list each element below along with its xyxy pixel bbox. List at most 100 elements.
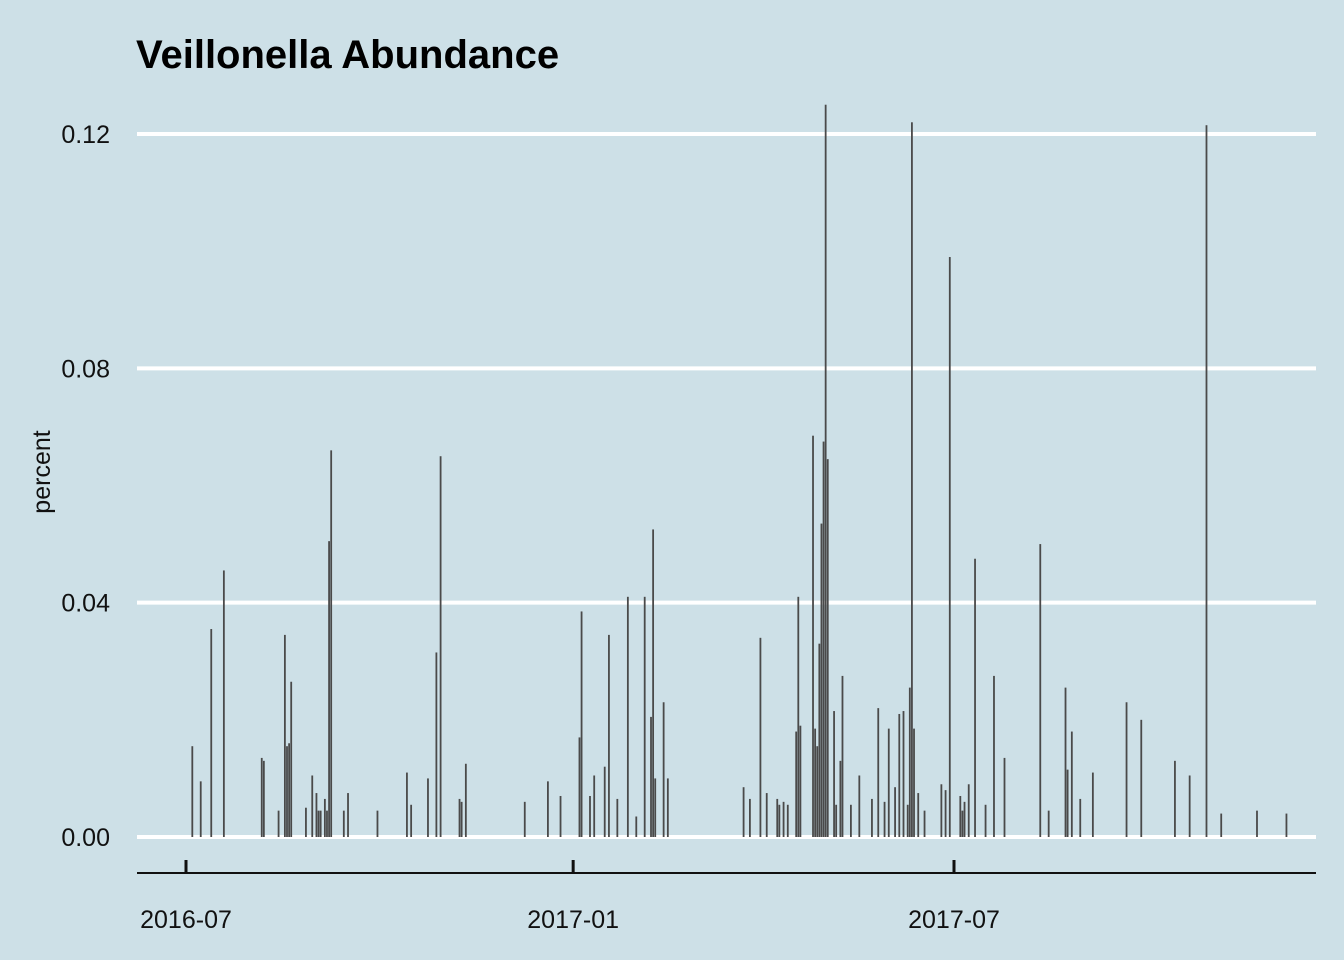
- bar: [603, 766, 606, 837]
- bar: [1003, 757, 1006, 837]
- bar: [283, 634, 286, 837]
- bar: [376, 810, 379, 837]
- bar: [1174, 760, 1176, 837]
- bar: [759, 637, 762, 837]
- bar: [199, 781, 202, 837]
- bar: [835, 804, 838, 837]
- bar: [993, 675, 995, 837]
- bar: [608, 634, 610, 837]
- y-tick-label: 0.00: [61, 824, 110, 852]
- bar: [923, 810, 926, 837]
- bar: [662, 702, 665, 837]
- bar: [315, 793, 318, 837]
- y-axis: 0.00 0.04 0.08 0.12: [61, 121, 110, 852]
- bar: [913, 728, 915, 837]
- bar: [839, 760, 842, 837]
- bar: [650, 716, 652, 837]
- bar: [871, 798, 873, 837]
- bar: [1188, 775, 1191, 837]
- bar: [654, 778, 657, 837]
- bar: [778, 804, 781, 837]
- bar: [464, 763, 467, 837]
- bar: [616, 798, 619, 837]
- bar: [643, 596, 646, 837]
- y-tick-label: 0.08: [61, 355, 110, 383]
- bar: [887, 728, 890, 837]
- chart-title: Veillonella Abundance: [136, 33, 559, 77]
- bar: [974, 558, 976, 837]
- bar: [460, 801, 463, 837]
- bar: [328, 541, 330, 837]
- bar: [406, 772, 408, 837]
- bar: [317, 810, 320, 837]
- bar: [323, 798, 326, 837]
- bar: [262, 760, 265, 837]
- bar: [841, 675, 844, 837]
- bar: [967, 784, 970, 837]
- bar: [877, 708, 880, 837]
- bar: [822, 441, 825, 837]
- bar: [1070, 731, 1073, 837]
- bar: [786, 804, 789, 837]
- bar: [797, 596, 800, 837]
- bar: [1047, 810, 1050, 837]
- bar: [222, 570, 225, 837]
- bar: [812, 435, 814, 837]
- bar: [1140, 719, 1143, 837]
- y-tick-label: 0.04: [61, 590, 110, 618]
- bar: [311, 775, 314, 837]
- bar: [547, 781, 549, 837]
- bar: [326, 810, 328, 837]
- bar: [342, 810, 345, 837]
- bar: [826, 459, 829, 837]
- bar: [944, 790, 947, 837]
- bar: [883, 801, 886, 837]
- bar: [1205, 125, 1208, 837]
- x-axis: 2016-07 2017-01 2017-07: [140, 860, 1000, 934]
- bar: [652, 529, 655, 837]
- bar: [984, 804, 987, 837]
- bar: [458, 798, 461, 837]
- bar: [1220, 813, 1223, 837]
- bar: [439, 456, 442, 837]
- bar: [818, 643, 821, 837]
- bar: [749, 798, 751, 837]
- bar: [1091, 772, 1094, 837]
- bar: [799, 725, 802, 837]
- bar: [902, 711, 905, 837]
- bar: [795, 731, 798, 837]
- bar: [290, 681, 293, 837]
- bar: [347, 793, 349, 837]
- x-tick-label: 2017-07: [908, 906, 1000, 934]
- bar: [427, 778, 429, 837]
- bar: [635, 816, 638, 837]
- bar: [319, 810, 322, 837]
- bar: [898, 713, 901, 837]
- bar: [1039, 544, 1042, 837]
- bar: [435, 652, 438, 837]
- bar: [626, 596, 629, 837]
- bar: [277, 810, 280, 837]
- bar: [593, 775, 596, 837]
- bar: [742, 787, 745, 837]
- bars: [191, 104, 1288, 837]
- bar: [858, 775, 861, 837]
- bar: [1256, 810, 1258, 837]
- bar: [210, 629, 213, 837]
- y-tick-label: 0.12: [61, 121, 110, 149]
- bar: [260, 757, 263, 837]
- bar: [850, 804, 852, 837]
- bar: [305, 807, 307, 837]
- bar: [1079, 798, 1082, 837]
- bar: [940, 784, 943, 837]
- bar: [820, 523, 823, 837]
- bar: [1125, 702, 1128, 837]
- bar: [894, 787, 896, 837]
- bar: [1285, 813, 1288, 837]
- bar: [765, 793, 768, 837]
- bar: [559, 795, 562, 837]
- bar: [917, 793, 920, 837]
- bar: [523, 801, 526, 837]
- bar: [959, 795, 962, 837]
